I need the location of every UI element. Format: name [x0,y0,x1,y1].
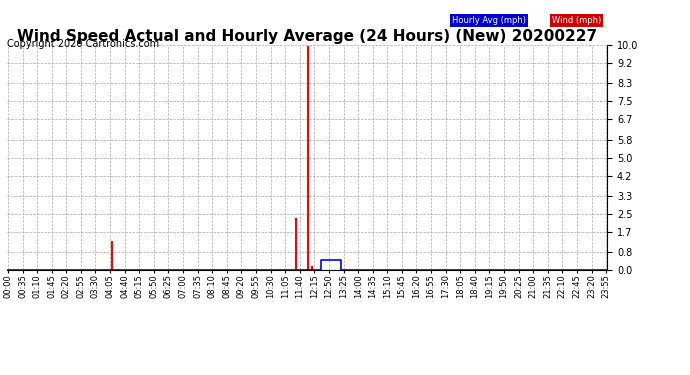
Text: Wind (mph): Wind (mph) [552,16,601,25]
Text: Copyright 2020 Cartronics.com: Copyright 2020 Cartronics.com [7,39,159,50]
Text: Hourly Avg (mph): Hourly Avg (mph) [452,16,526,25]
Title: Wind Speed Actual and Hourly Average (24 Hours) (New) 20200227: Wind Speed Actual and Hourly Average (24… [17,29,597,44]
